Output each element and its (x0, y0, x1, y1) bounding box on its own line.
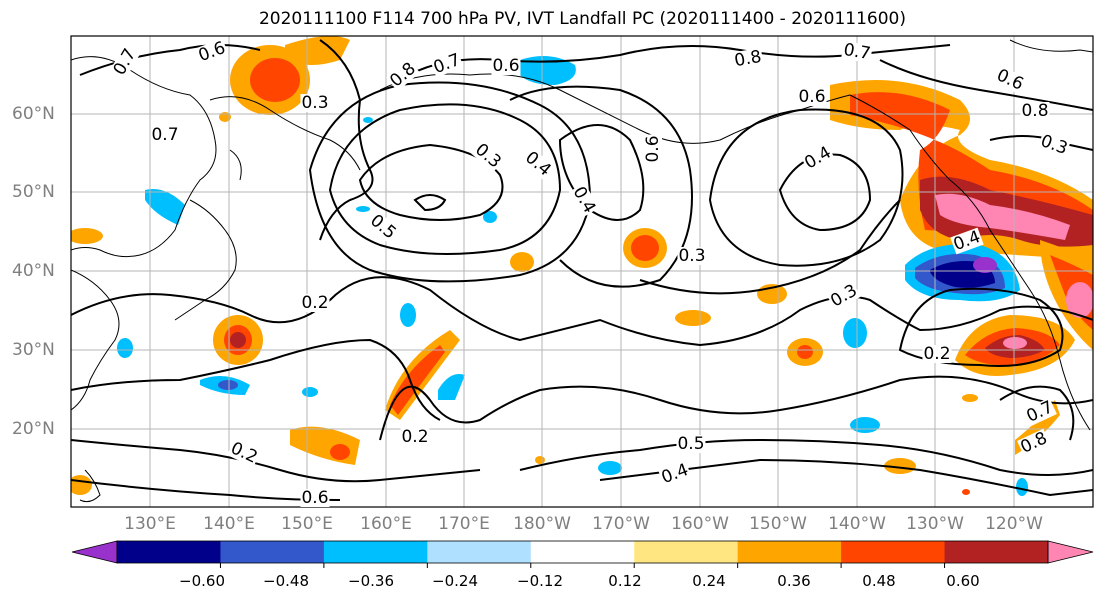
lat-label-50n: 50°N (12, 182, 55, 202)
lon-label-120w: 120°W (985, 514, 1043, 534)
colorbar-segment (841, 541, 946, 563)
lon-label-160w: 160°W (671, 514, 729, 534)
colorbar (71, 540, 1094, 568)
contour-label: 0.3 (300, 93, 330, 113)
colorbar-frame (116, 540, 1049, 564)
lon-label-150e: 150°E (281, 514, 333, 534)
colorbar-tick: −0.60 (179, 572, 225, 590)
contour-label: 0.2 (300, 293, 330, 313)
contour-label: 0.2 (922, 344, 952, 364)
pv-contours (71, 39, 1093, 501)
colorbar-tick: 0.36 (777, 572, 811, 590)
colorbar-tick: 0.24 (692, 572, 726, 590)
contour-label: 0.3 (677, 246, 707, 266)
coastlines (71, 39, 1093, 503)
colorbar-segment (634, 541, 739, 563)
contour-label: 0.6 (491, 56, 521, 76)
map-title: 2020111100 F114 700 hPa PV, IVT Landfall… (258, 9, 906, 29)
lon-label-130e: 130°E (124, 514, 176, 534)
lon-label-150w: 150°W (749, 514, 807, 534)
lat-label-30n: 30°N (12, 340, 55, 360)
shading-negative (117, 56, 1028, 496)
colorbar-extend-low (71, 540, 118, 564)
contour-label: 0.7 (841, 39, 873, 65)
contour-label: 0.6 (643, 134, 663, 164)
colorbar-segment (427, 541, 532, 563)
colorbar-segment (944, 541, 1049, 563)
colorbar-tick: 0.48 (862, 572, 896, 590)
colorbar-tick: 0.12 (608, 572, 642, 590)
colorbar-tick: 0.60 (946, 572, 980, 590)
lat-label-60n: 60°N (12, 104, 55, 124)
colorbar-segment (220, 541, 325, 563)
map-frame (70, 35, 1094, 508)
contour-label: 0.8 (1020, 101, 1050, 121)
contour-label: 0.6 (797, 87, 827, 107)
lon-label-170w: 170°W (592, 514, 650, 534)
contour-label: 0.8 (732, 46, 764, 72)
colorbar-tick: −0.48 (263, 572, 309, 590)
colorbar-segment (737, 541, 842, 563)
colorbar-extend-high (1047, 540, 1094, 564)
colorbar-tick: −0.36 (348, 572, 394, 590)
colorbar-segment (530, 541, 635, 563)
lon-label-140e: 140°E (203, 514, 255, 534)
shading-positive (71, 36, 1093, 495)
contour-label: 0.7 (150, 125, 180, 145)
lon-label-180w: 180°W (513, 514, 571, 534)
lon-label-140w: 140°W (828, 514, 886, 534)
colorbar-tick: −0.12 (517, 572, 563, 590)
lat-label-40n: 40°N (12, 261, 55, 281)
lat-label-20n: 20°N (12, 419, 55, 439)
contour-label: 0.2 (400, 427, 430, 447)
colorbar-segment (323, 541, 428, 563)
contour-label: 0.6 (300, 488, 330, 508)
colorbar-tick: −0.24 (432, 572, 478, 590)
lon-label-130w: 130°W (906, 514, 964, 534)
lon-label-160e: 160°E (360, 514, 412, 534)
contour-label: 0.5 (676, 434, 706, 454)
lon-label-170e: 170°E (438, 514, 490, 534)
colorbar-segment (117, 541, 221, 563)
